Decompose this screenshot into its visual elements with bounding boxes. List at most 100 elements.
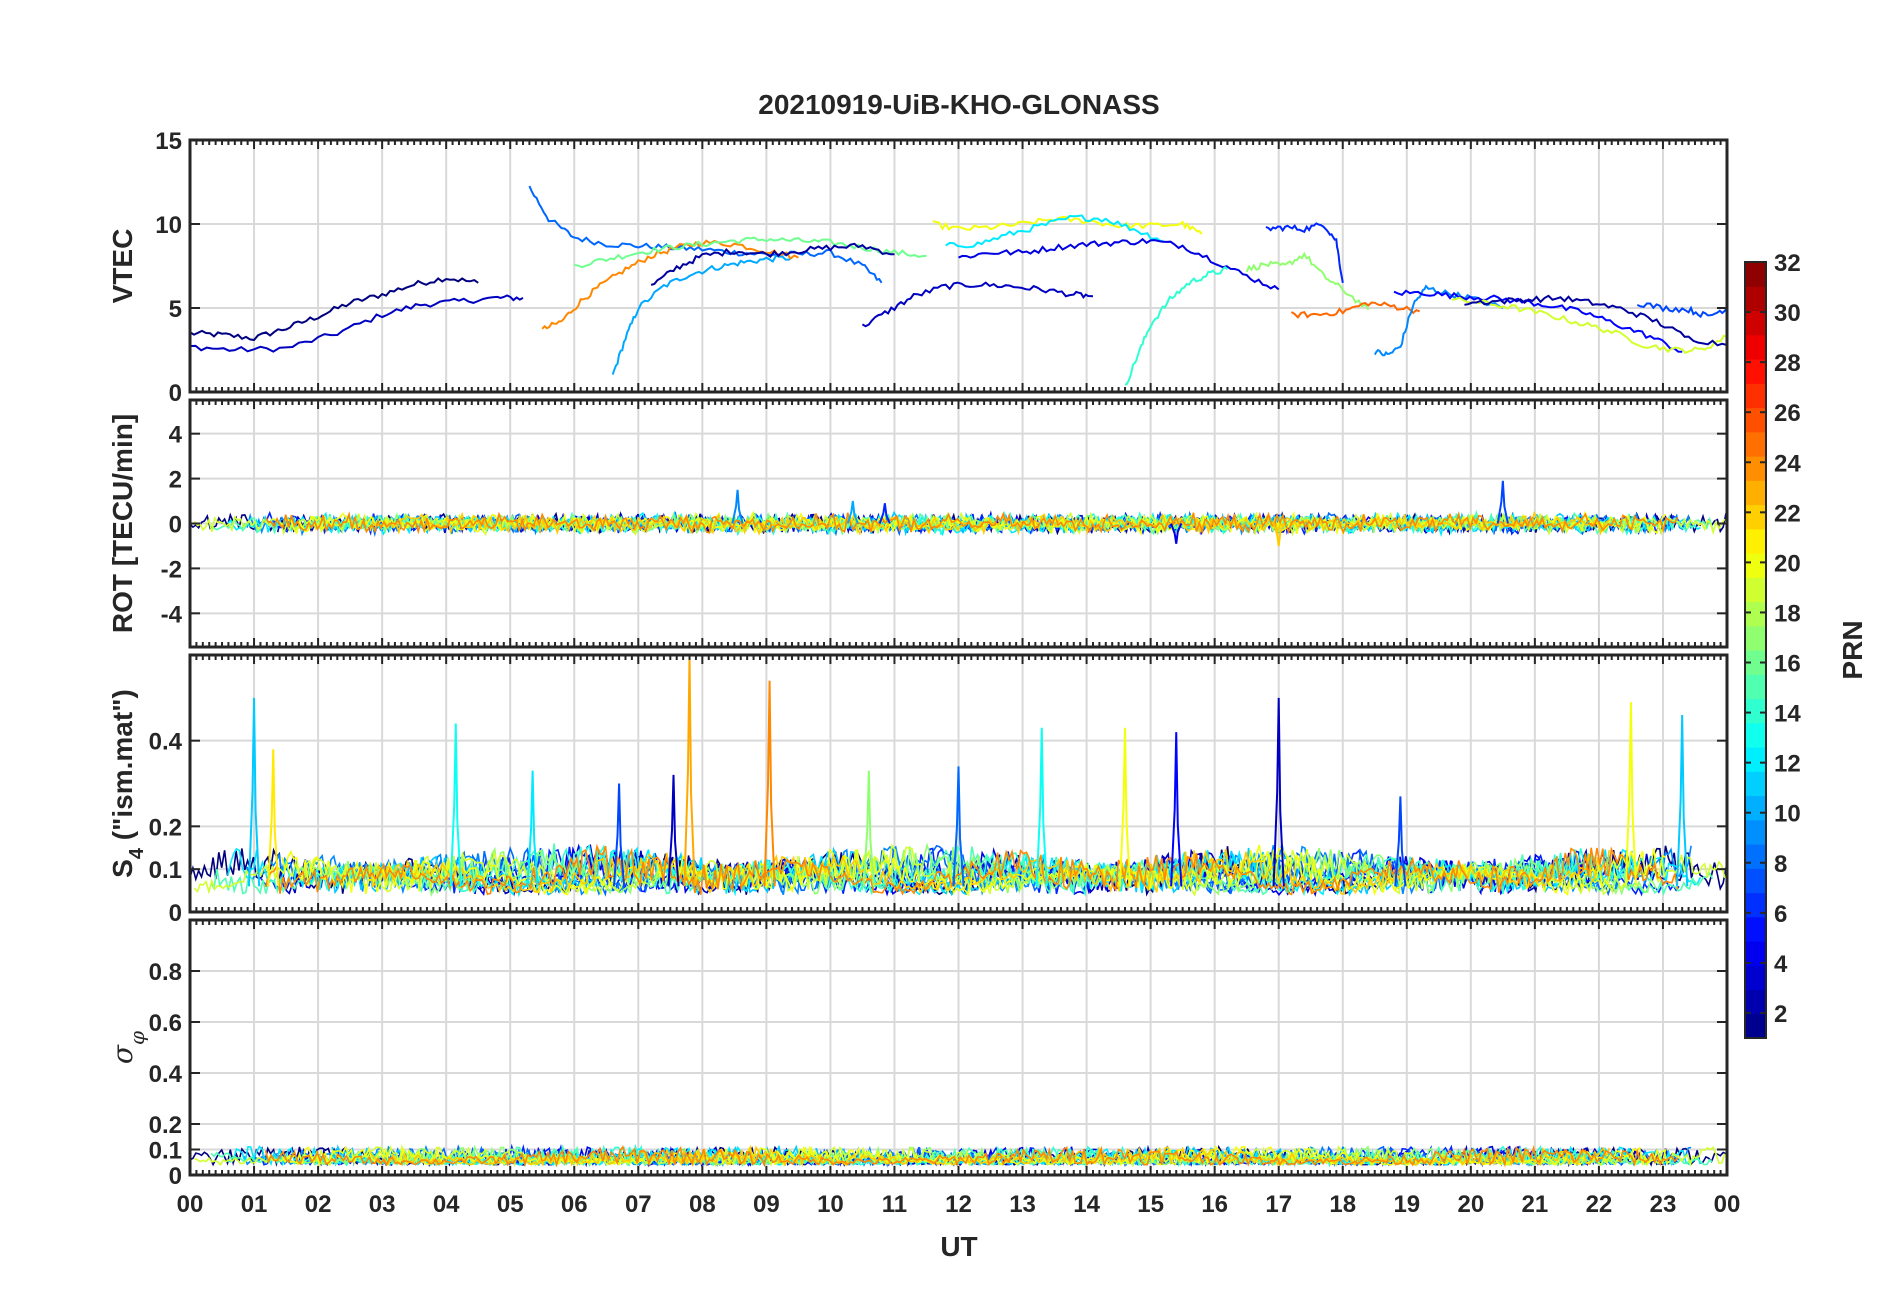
x-tick-label: 13: [1009, 1191, 1036, 1218]
spike-prn-21: [267, 749, 280, 887]
colorbar-segment: [1745, 868, 1766, 894]
colorbar-segment: [1745, 577, 1766, 603]
spike-prn-6: [878, 503, 891, 524]
spike-prn-7: [612, 783, 626, 887]
colorbar-tick-label: 18: [1774, 600, 1801, 627]
colorbar-segment: [1745, 601, 1766, 627]
colorbar-tick-label: 6: [1774, 901, 1787, 928]
y-tick-label: 10: [155, 212, 182, 239]
x-tick-label: 21: [1522, 1191, 1549, 1218]
chart-title: 20210919-UiB-KHO-GLONASS: [758, 89, 1159, 120]
x-tick-label: 04: [433, 1191, 460, 1218]
y-tick-label: -4: [161, 601, 183, 628]
colorbar-tick-label: 14: [1774, 701, 1801, 728]
spike-prn-3: [1272, 697, 1285, 887]
colorbar-frame: [1744, 261, 1767, 1039]
colorbar-tick-label: 12: [1774, 751, 1801, 778]
series-prn-14: [1124, 266, 1229, 386]
y-tick-label: 0.1: [149, 857, 182, 884]
spike-prn-22: [1272, 523, 1285, 547]
colorbar-segment: [1745, 383, 1766, 409]
colorbar-tick-label: 30: [1774, 300, 1801, 327]
x-tick-label: 11: [882, 1191, 907, 1218]
x-tick-label: 23: [1650, 1191, 1677, 1218]
spike-prn-4: [1170, 523, 1183, 544]
x-tick-label: 08: [689, 1191, 716, 1218]
axis-ticks: [189, 920, 1728, 1176]
colorbar-tick-label: 26: [1774, 400, 1801, 427]
colorbar-segment: [1745, 262, 1766, 287]
colorbar-segment: [1745, 941, 1766, 966]
y-axis-label: ROT [TECU/min]: [107, 414, 138, 633]
x-tick-label: 00: [177, 1191, 204, 1218]
colorbar-segment: [1745, 480, 1766, 506]
colorbar-tick-label: 20: [1774, 550, 1801, 577]
spike-prn-8: [952, 766, 965, 887]
colorbar-tick-label: 10: [1774, 801, 1801, 828]
x-tick-label: 15: [1137, 1191, 1164, 1218]
colorbar-segment: [1745, 916, 1766, 942]
series-prn-5: [1393, 289, 1683, 353]
series-prn-12: [945, 214, 1164, 249]
y-axis-label: S4 ("ism.mat"): [107, 689, 148, 878]
x-tick-label: 17: [1265, 1191, 1292, 1218]
y-tick-label: 0: [169, 1163, 182, 1190]
x-tick-label: 06: [561, 1191, 588, 1218]
spike-prn-12: [526, 770, 539, 887]
series-prn-19: [193, 843, 1726, 897]
colorbar-tick-label: 16: [1774, 651, 1801, 678]
colorbar-segment: [1745, 528, 1766, 554]
series-prn-2: [1464, 294, 1727, 347]
y-tick-label: 0.6: [149, 1010, 182, 1037]
series-prn-10: [611, 254, 793, 375]
spike-prn-17: [862, 770, 875, 887]
colorbar-label: PRN: [1837, 620, 1868, 679]
y-tick-label: 15: [155, 128, 182, 155]
colorbar-tick-label: 28: [1774, 350, 1801, 377]
colorbar-tick-label: 8: [1774, 851, 1787, 878]
spike-prn-7: [1496, 480, 1509, 524]
colorbar-segment: [1745, 965, 1766, 991]
colorbar-segment: [1745, 844, 1766, 869]
spike-prn-5: [1170, 732, 1183, 887]
y-tick-label: -2: [161, 556, 182, 583]
colorbar-segment: [1745, 698, 1766, 724]
series-prn-3: [861, 281, 1094, 328]
colorbar-tick-label: 24: [1774, 450, 1801, 477]
axis-ticks: [189, 400, 1728, 647]
x-tick-label: 09: [753, 1191, 780, 1218]
x-tick-label: 07: [625, 1191, 652, 1218]
colorbar-segment: [1745, 650, 1766, 675]
colorbar-segment: [1745, 892, 1766, 918]
panel-2: 0 0.1 0.2 0.4S4 ("ism.mat"): [107, 653, 1729, 927]
colorbar-segment: [1745, 795, 1766, 821]
colorbar-tick-label: 4: [1774, 951, 1788, 978]
series-prn-22: [369, 511, 1610, 536]
series-prn-24: [264, 1144, 1679, 1168]
x-tick-label: 16: [1201, 1191, 1228, 1218]
x-tick-label: 00: [1714, 1191, 1741, 1218]
spike-prn-24: [763, 680, 776, 887]
spike-prn-23: [683, 655, 696, 887]
spike-prn-11: [247, 697, 261, 887]
x-tick-label: 14: [1073, 1191, 1100, 1218]
x-tick-label: 19: [1393, 1191, 1420, 1218]
colorbar-segment: [1745, 359, 1766, 384]
colorbar-segment: [1745, 407, 1766, 433]
panel-3: 00.10.2 0.4 0.6 0.8 σφ: [106, 918, 1729, 1190]
series-prn-16: [574, 236, 927, 269]
y-tick-label: 0.1: [149, 1138, 182, 1165]
y-tick-label: 0.2: [149, 1112, 182, 1139]
x-tick-label: 22: [1586, 1191, 1613, 1218]
x-tick-label: 12: [945, 1191, 972, 1218]
series-prn-17: [1245, 251, 1370, 311]
x-tick-label: 03: [369, 1191, 396, 1218]
series-prn-1: [190, 277, 479, 342]
y-tick-label: 4: [169, 422, 183, 449]
x-tick-label: 20: [1457, 1191, 1484, 1218]
colorbar-tick-label: 32: [1774, 250, 1801, 277]
plot-area: [190, 480, 1727, 547]
